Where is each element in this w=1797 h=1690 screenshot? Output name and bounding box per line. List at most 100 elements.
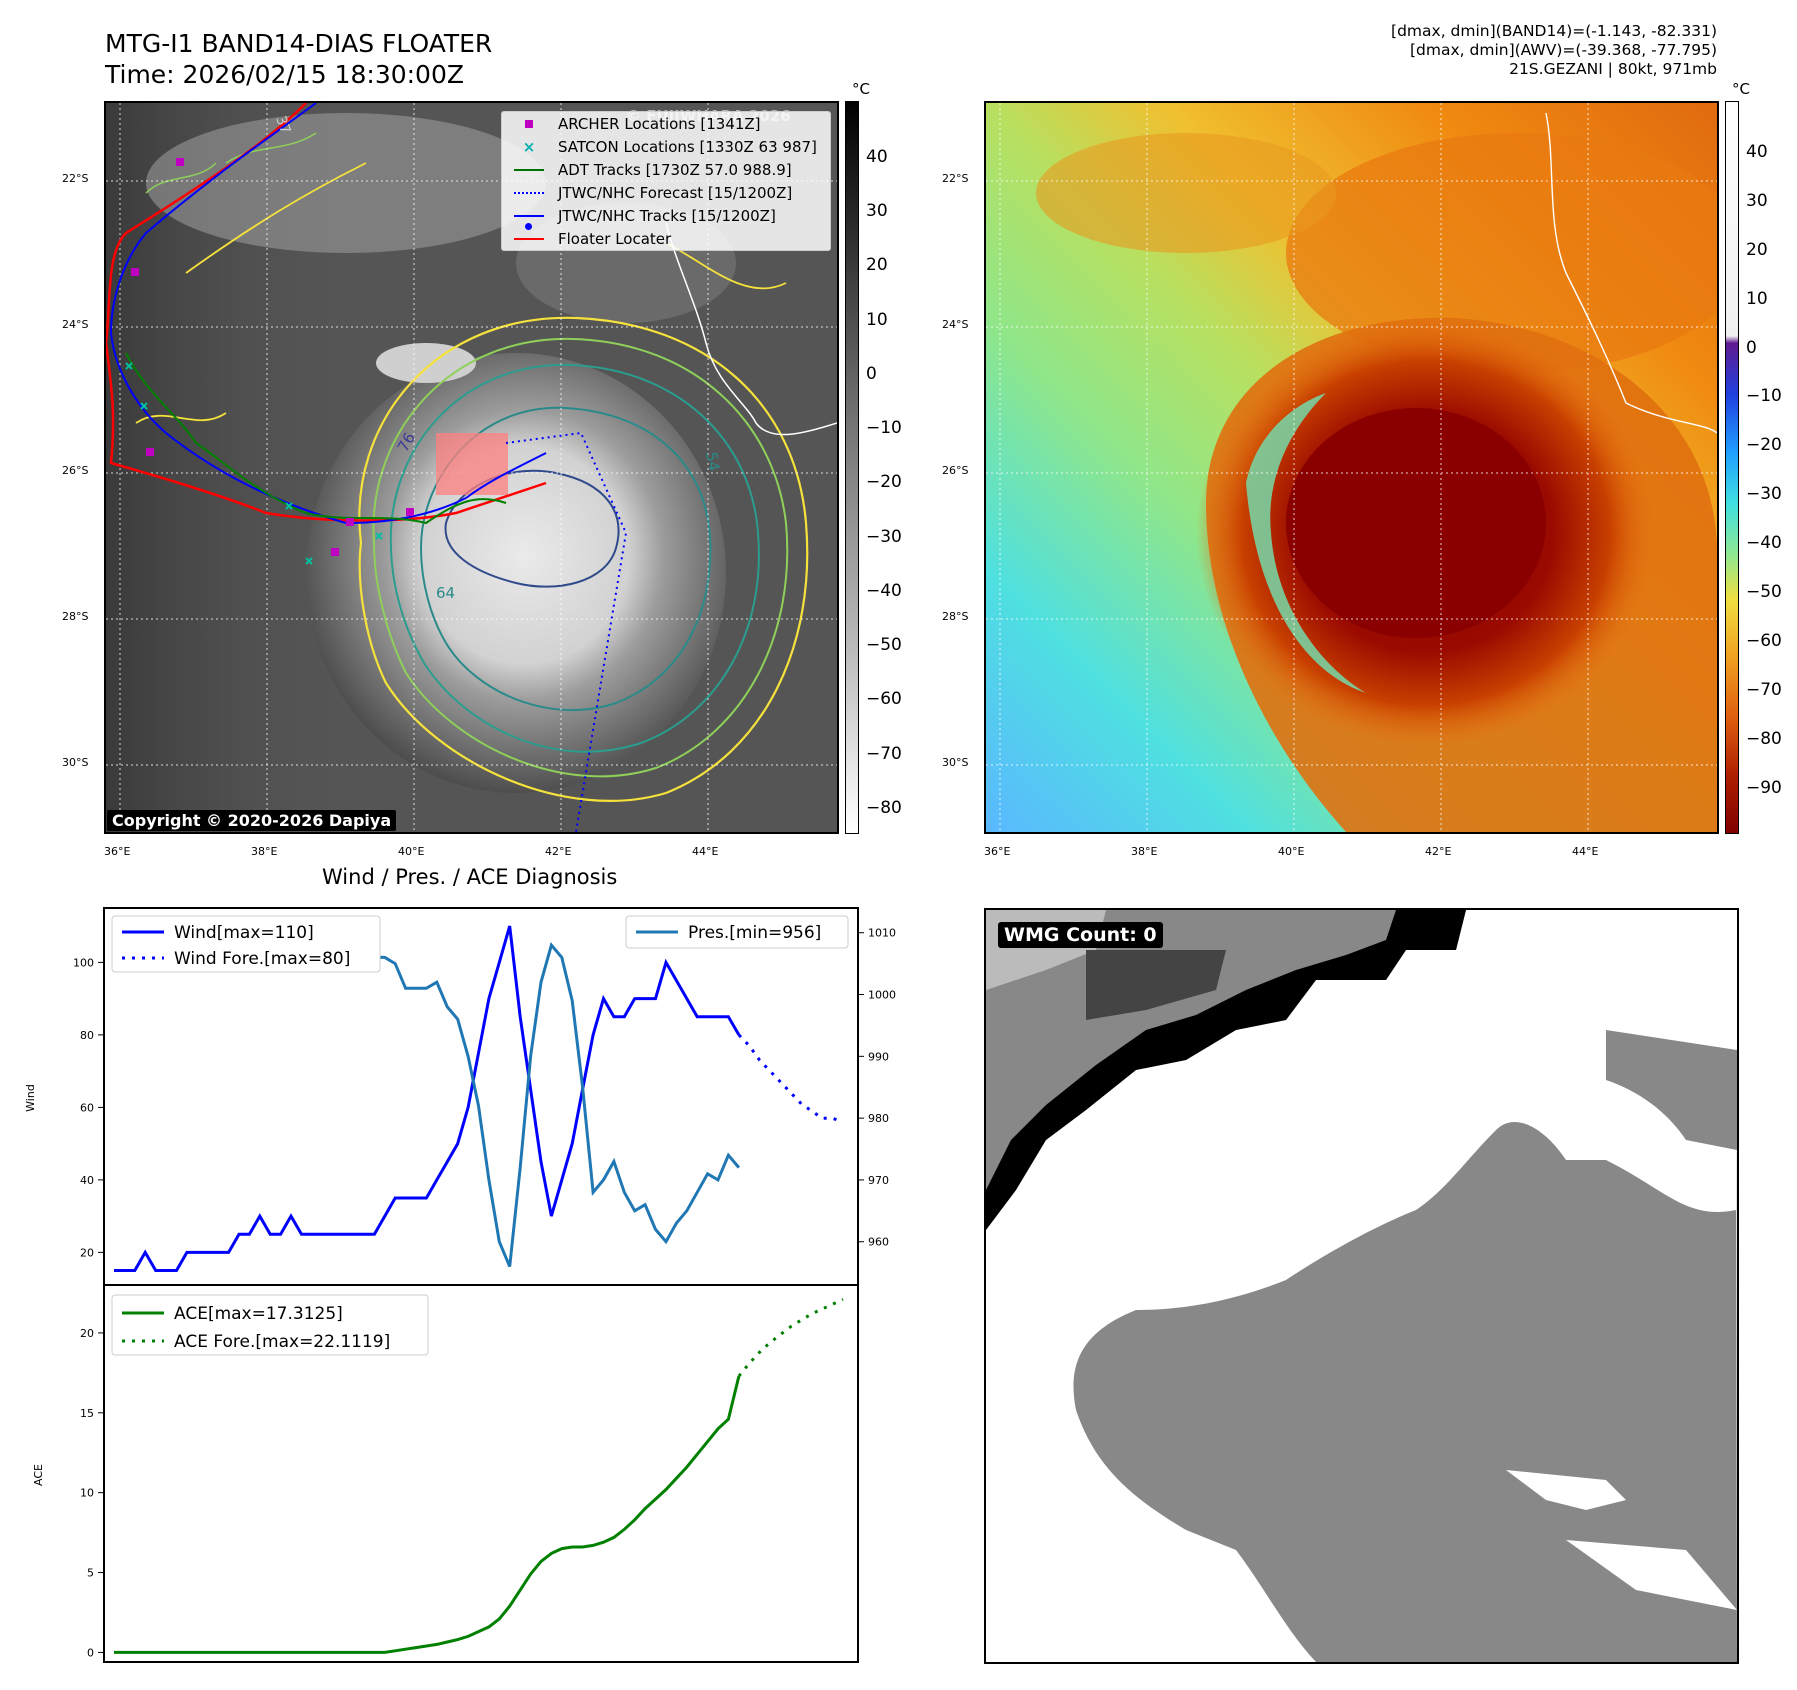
pres-y-tick: 980 bbox=[868, 1112, 889, 1125]
cbar2-tick: −20 bbox=[1746, 435, 1782, 455]
lat-label: 22°S bbox=[942, 172, 969, 185]
cbar2-tick: −60 bbox=[1746, 631, 1782, 651]
cbar1 bbox=[845, 101, 859, 834]
archer-markers bbox=[131, 158, 414, 556]
lat-label: 28°S bbox=[62, 610, 89, 623]
contour-label-37: 37 bbox=[272, 114, 293, 136]
cbar2-tick: 0 bbox=[1746, 338, 1757, 358]
awv-map bbox=[984, 101, 1719, 834]
lat-label: 24°S bbox=[942, 318, 969, 331]
cbar1-tick: −60 bbox=[866, 689, 902, 709]
chart-title: MTG-I1 BAND14-DIAS FLOATER Time: 2026/02… bbox=[105, 28, 492, 90]
ace-legend bbox=[111, 1294, 429, 1356]
wind-legend bbox=[111, 915, 381, 973]
ace-series-line-0 bbox=[114, 1375, 741, 1654]
diagnosis-title: Wind / Pres. / ACE Diagnosis bbox=[322, 865, 618, 889]
lat-label: 26°S bbox=[942, 464, 969, 477]
ace-y-tick: 5 bbox=[87, 1567, 94, 1580]
cbar2-tick: −10 bbox=[1746, 386, 1782, 406]
diagnosis-svg: 2040608010096097098099010001010WindPress… bbox=[24, 907, 896, 1663]
legend-archer: ARCHER Locations [1341Z] bbox=[502, 112, 830, 135]
wind-legend-label: Wind[max=110] bbox=[174, 923, 314, 943]
cbar1-tick: −20 bbox=[866, 472, 902, 492]
cbar2-unit: °C bbox=[1732, 80, 1750, 98]
lon-label: 44°E bbox=[1572, 845, 1599, 858]
wind-y-tick: 100 bbox=[73, 956, 94, 969]
ace-axis-label: ACE bbox=[32, 1464, 45, 1486]
legend-jtwc-track: JTWC/NHC Tracks [15/1200Z] bbox=[502, 204, 830, 230]
storm-info: [dmax, dmin](BAND14)=(-1.143, -82.331) [… bbox=[1391, 22, 1717, 79]
ace-legend-label: ACE[max=17.3125] bbox=[174, 1304, 343, 1324]
lat-label: 30°S bbox=[942, 756, 969, 769]
ace-axes bbox=[103, 1284, 859, 1663]
jtwc-forecast bbox=[505, 431, 628, 832]
wind-y-tick: 20 bbox=[80, 1246, 94, 1259]
wind-axis-label: Wind bbox=[24, 1084, 37, 1112]
cbar1-unit: °C bbox=[852, 80, 870, 98]
cbar1-tick: −30 bbox=[866, 527, 902, 547]
line-icon bbox=[508, 237, 550, 240]
ace-y-tick: 0 bbox=[87, 1646, 94, 1659]
cbar2-tick: −90 bbox=[1746, 778, 1782, 798]
line-icon bbox=[508, 168, 550, 171]
lat-label: 28°S bbox=[942, 610, 969, 623]
title-line-1: MTG-I1 BAND14-DIAS FLOATER bbox=[105, 29, 493, 58]
cbar2-tick: −30 bbox=[1746, 484, 1782, 504]
wmg-svg bbox=[986, 910, 1737, 1662]
cbar2-tick: 40 bbox=[1746, 142, 1768, 162]
cbar2-tick: 10 bbox=[1746, 289, 1768, 309]
cbar2-tick: −50 bbox=[1746, 582, 1782, 602]
lon-label: 36°E bbox=[984, 845, 1011, 858]
wind-y-tick: 80 bbox=[80, 1029, 94, 1042]
lon-label: 42°E bbox=[545, 845, 572, 858]
lat-label: 30°S bbox=[62, 756, 89, 769]
pres-legend-label: Pres.[min=956] bbox=[688, 923, 821, 943]
wmg-panel: WMG Count: 0 bbox=[984, 908, 1739, 1664]
copyright-badge: Copyright © 2020-2026 Dapiya bbox=[107, 810, 397, 831]
awv-grid bbox=[986, 103, 1717, 832]
info-line-3: 21S.GEZANI | 80kt, 971mb bbox=[1509, 60, 1717, 78]
cbar1-tick: 10 bbox=[866, 310, 888, 330]
info-line-2: [dmax, dmin](AWV)=(-39.368, -77.795) bbox=[1410, 41, 1717, 59]
pres-y-tick: 970 bbox=[868, 1174, 889, 1187]
contour-label-54: 54 bbox=[702, 451, 723, 473]
floater-track bbox=[106, 103, 547, 522]
lat-label: 26°S bbox=[62, 464, 89, 477]
ace-y-tick: 20 bbox=[80, 1327, 94, 1340]
cbar1-tick: −50 bbox=[866, 635, 902, 655]
legend-floater: Floater Locater bbox=[502, 227, 830, 250]
lon-label: 38°E bbox=[1131, 845, 1158, 858]
lon-label: 36°E bbox=[104, 845, 131, 858]
lon-label: 38°E bbox=[251, 845, 278, 858]
cbar2 bbox=[1725, 101, 1739, 834]
cbar2-tick: −40 bbox=[1746, 533, 1782, 553]
cbar1-tick: 30 bbox=[866, 201, 888, 221]
dotted-line-icon bbox=[508, 191, 550, 194]
lon-label: 40°E bbox=[1278, 845, 1305, 858]
lon-label: 40°E bbox=[398, 845, 425, 858]
contour-label-64: 64 bbox=[436, 584, 455, 602]
line-dot-icon bbox=[508, 214, 550, 230]
floater-box bbox=[436, 433, 508, 495]
ace-series-line-1 bbox=[737, 1298, 844, 1378]
wind-y-tick: 40 bbox=[80, 1174, 94, 1187]
x-marker-icon: × bbox=[522, 137, 536, 156]
lon-label: 42°E bbox=[1425, 845, 1452, 858]
pres-y-tick: 960 bbox=[868, 1236, 889, 1249]
cbar1-tick: 40 bbox=[866, 147, 888, 167]
band14-map: 76 64 54 37 © FUJIWHARA 2026 ARCHER Loca… bbox=[104, 101, 839, 834]
cbar2-tick: 30 bbox=[1746, 191, 1768, 211]
pres-y-tick: 990 bbox=[868, 1050, 889, 1063]
cbar2-tick: 20 bbox=[1746, 240, 1768, 260]
cbar1-tick: −80 bbox=[866, 798, 902, 818]
legend-jtwc-forecast: JTWC/NHC Forecast [15/1200Z] bbox=[502, 181, 830, 204]
pres-legend bbox=[625, 915, 849, 949]
legend-adt: ADT Tracks [1730Z 57.0 988.9] bbox=[502, 158, 830, 181]
cbar1-tick: −40 bbox=[866, 581, 902, 601]
cbar1-tick: −70 bbox=[866, 744, 902, 764]
square-marker-icon bbox=[508, 119, 550, 128]
ace-y-tick: 10 bbox=[80, 1487, 94, 1500]
cbar2-tick: −80 bbox=[1746, 729, 1782, 749]
series-line-0 bbox=[114, 925, 741, 1272]
wind-fore-legend-label: Wind Fore.[max=80] bbox=[174, 949, 350, 969]
